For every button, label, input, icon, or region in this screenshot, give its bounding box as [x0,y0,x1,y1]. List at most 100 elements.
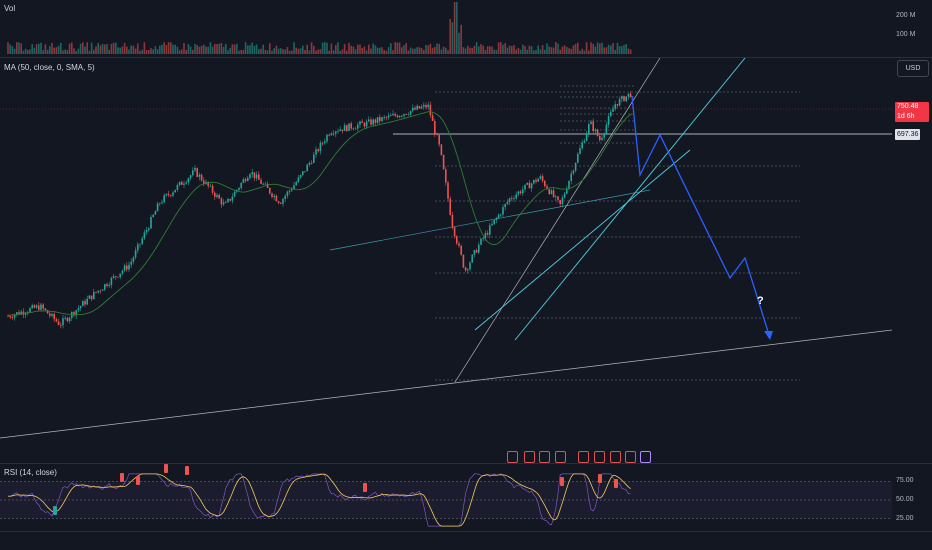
volume-bar [86,42,88,54]
volume-bar [559,49,561,54]
volume-bar [77,48,80,54]
volume-bar [508,45,511,54]
volume-bar [482,45,484,54]
candle-body [13,314,16,318]
candle-body [16,312,18,315]
candle-body [42,304,44,309]
candle-body [178,181,181,185]
candle-body [7,315,9,317]
pane-divider[interactable] [0,463,932,464]
volume-bar [233,44,236,54]
horizontal-line-price-tag: 697.36 [895,129,921,140]
pane-divider[interactable] [0,57,932,58]
candle-body [139,243,141,245]
volume-bar [220,43,223,54]
earnings-marker [555,451,566,463]
volume-bar [211,46,214,54]
volume-bar [170,42,172,54]
volume-bar [612,43,614,54]
candle-body [299,174,302,178]
price-chart[interactable] [0,58,892,462]
volume-bar [405,43,407,54]
volume-bar [315,50,317,54]
volume-bar [590,42,592,54]
candle-body [38,305,40,310]
volume-bar [317,49,319,54]
candle-body [508,198,511,202]
candle-body [526,182,528,185]
candle-body [629,93,632,97]
rsi-tick: 25.00 [896,515,914,522]
volume-bar [22,50,25,54]
volume-bar [517,48,520,54]
candle-body [566,189,568,194]
volume-bar [500,42,502,54]
candle-body [517,191,520,195]
candle-body [247,177,249,182]
volume-bar [449,18,451,54]
candle-body [115,276,117,277]
volume-bar [55,47,58,54]
candle-body [533,179,535,184]
volume-bar [46,49,49,54]
ma-indicator-label[interactable]: MA (50, close, 0, SMA, 5) [4,63,95,72]
volume-bar [420,48,423,54]
volume-bar [346,50,348,54]
candle-body [181,181,183,185]
volume-bar [110,43,113,54]
rsi-tick: 75.00 [896,477,914,484]
volume-bar [126,46,128,54]
volume-bar [255,44,258,54]
volume-bar [310,42,313,54]
candle-body [75,310,77,316]
volume-bar [581,48,583,54]
volume-bar [16,42,18,54]
candle-body [90,295,93,300]
candle-body [359,121,361,125]
rsi-label[interactable]: RSI (14, close) [4,468,57,477]
candle-body [592,121,594,131]
currency-button[interactable]: USD [897,60,929,77]
candle-body [211,185,214,193]
candle-body [522,189,524,194]
candle-body [588,124,590,134]
volume-bar [71,42,73,54]
volume-bar [365,50,368,54]
question-mark-annotation[interactable]: ? [757,295,764,307]
candle-body [337,131,339,132]
candle-body [467,269,469,271]
candle-body [623,96,625,102]
candle-body [304,171,306,173]
volume-bar [407,50,410,54]
volume-bar [79,43,82,54]
candle-body [310,162,313,164]
rsi-signal-bear [614,479,618,488]
volume-bar [398,42,401,54]
candle-body [546,186,548,190]
volume-bar [227,50,229,54]
volume-bar [515,49,517,54]
volume-bar [106,44,108,54]
volume-bar [570,48,572,54]
candle-body [170,194,172,196]
candle-body [326,134,328,142]
rsi-signal-bear [560,477,564,486]
candle-body [506,201,509,204]
candle-body [357,124,359,129]
candle-body [119,273,121,278]
candle-body [385,117,388,118]
volume-bar [104,44,106,54]
candle-body [302,171,304,175]
candle-body [460,245,462,255]
volume-bar [264,50,267,54]
candle-body [207,181,209,186]
volume-bar [359,44,361,54]
last-price-tag: 750.48 1d 6h [895,102,929,122]
candle-body [374,119,377,123]
volume-bar [339,50,341,54]
candle-body [555,196,557,198]
candle-body [513,198,515,200]
volume-bar [253,46,256,54]
candle-body [440,144,443,155]
candle-body [101,289,104,291]
